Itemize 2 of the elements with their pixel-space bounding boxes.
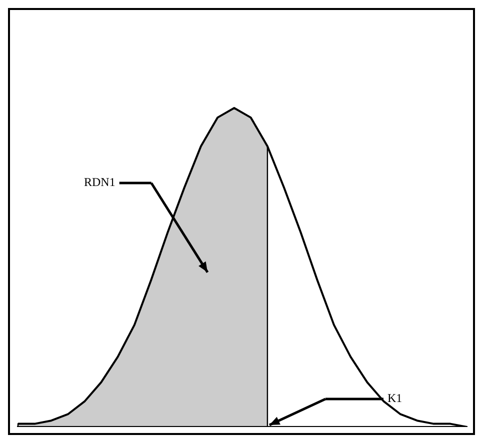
annotation: RDN1: [84, 175, 116, 190]
annotation: K1: [387, 391, 402, 406]
